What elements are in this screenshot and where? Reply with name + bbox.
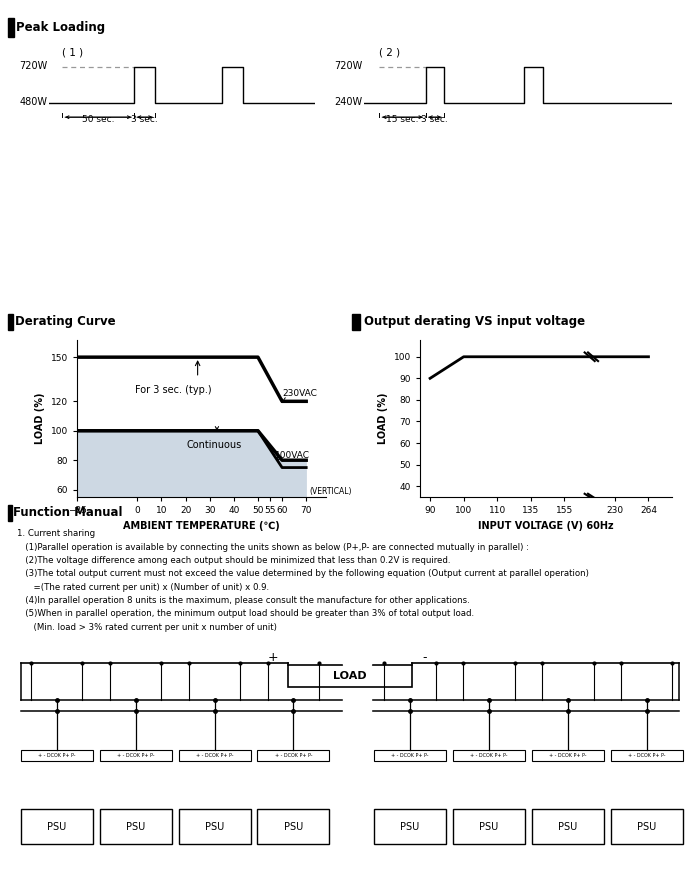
Y-axis label: LOAD (%): LOAD (%): [35, 393, 46, 444]
Text: PSU: PSU: [205, 822, 224, 832]
Text: PSU: PSU: [480, 822, 498, 832]
Bar: [178, 809, 251, 844]
Bar: [532, 809, 604, 844]
Text: + - DCOK P+ P-: + - DCOK P+ P-: [470, 753, 508, 759]
Text: Derating Curve: Derating Curve: [15, 316, 116, 328]
Bar: [453, 750, 525, 761]
Text: 480W: 480W: [20, 97, 48, 107]
Bar: [258, 750, 330, 761]
Text: -: -: [422, 651, 426, 664]
Text: (Min. load > 3% rated current per unit x number of unit): (Min. load > 3% rated current per unit x…: [18, 622, 277, 632]
Text: =(The rated current per unit) x (Number of unit) x 0.9.: =(The rated current per unit) x (Number …: [18, 583, 270, 592]
Text: PSU: PSU: [284, 822, 303, 832]
Text: (1)Parallel operation is available by connecting the units shown as below (P+,P-: (1)Parallel operation is available by co…: [18, 542, 529, 551]
Bar: [8, 313, 13, 331]
Text: LOAD: LOAD: [333, 671, 367, 681]
Text: 15 sec.: 15 sec.: [386, 116, 419, 124]
Text: (3)The total output current must not exceed the value determined by the followin: (3)The total output current must not exc…: [18, 570, 589, 578]
Bar: [288, 665, 412, 687]
Text: (5)When in parallel operation, the minimum output load should be greater than 3%: (5)When in parallel operation, the minim…: [18, 609, 475, 619]
Bar: [610, 809, 682, 844]
Text: PSU: PSU: [400, 822, 420, 832]
Bar: [178, 750, 251, 761]
Text: 230VAC: 230VAC: [282, 389, 317, 398]
Text: (VERTICAL): (VERTICAL): [310, 487, 352, 495]
Bar: [343, 698, 370, 713]
Bar: [99, 809, 172, 844]
Text: ( 2 ): ( 2 ): [379, 48, 400, 58]
Bar: [258, 809, 330, 844]
Bar: [352, 313, 361, 331]
X-axis label: INPUT VOLTAGE (V) 60Hz: INPUT VOLTAGE (V) 60Hz: [478, 521, 614, 530]
Text: (2)The voltage difference among each output should be minimized that less than 0: (2)The voltage difference among each out…: [18, 556, 451, 565]
Text: + - DCOK P+ P-: + - DCOK P+ P-: [391, 753, 429, 759]
X-axis label: AMBIENT TEMPERATURE (℃): AMBIENT TEMPERATURE (℃): [123, 521, 279, 530]
Bar: [8, 18, 13, 37]
Bar: [610, 750, 682, 761]
Bar: [374, 750, 446, 761]
Bar: [21, 809, 92, 844]
Y-axis label: LOAD (%): LOAD (%): [378, 393, 388, 444]
Text: (4)In parallel operation 8 units is the maximum, please consult the manufacture : (4)In parallel operation 8 units is the …: [18, 596, 470, 605]
Text: 1. Current sharing: 1. Current sharing: [18, 529, 95, 538]
Text: PSU: PSU: [637, 822, 657, 832]
Text: PSU: PSU: [558, 822, 577, 832]
Text: + - DCOK P+ P-: + - DCOK P+ P-: [628, 753, 666, 759]
Bar: [8, 505, 12, 521]
Text: + - DCOK P+ P-: + - DCOK P+ P-: [274, 753, 312, 759]
Text: For 3 sec. (typ.): For 3 sec. (typ.): [135, 384, 212, 395]
Text: +: +: [267, 651, 278, 664]
Bar: [99, 750, 172, 761]
Polygon shape: [77, 430, 306, 497]
Text: 50 sec.: 50 sec.: [82, 116, 115, 124]
Text: 240W: 240W: [335, 97, 363, 107]
Text: + - DCOK P+ P-: + - DCOK P+ P-: [196, 753, 233, 759]
Bar: [343, 658, 370, 665]
Text: + - DCOK P+ P-: + - DCOK P+ P-: [549, 753, 587, 759]
Text: Continuous: Continuous: [187, 440, 242, 451]
Text: ( 1 ): ( 1 ): [62, 48, 83, 58]
Text: 100VAC: 100VAC: [275, 452, 310, 460]
Bar: [532, 750, 604, 761]
Text: 3 sec.: 3 sec.: [421, 116, 448, 124]
Text: + - DCOK P+ P-: + - DCOK P+ P-: [117, 753, 155, 759]
Text: Function Manual: Function Manual: [13, 507, 123, 519]
Text: 720W: 720W: [334, 61, 363, 71]
Text: + - DCOK P+ P-: + - DCOK P+ P-: [38, 753, 76, 759]
Text: PSU: PSU: [126, 822, 146, 832]
Text: 720W: 720W: [20, 61, 48, 71]
Text: Output derating VS input voltage: Output derating VS input voltage: [364, 316, 585, 328]
Text: 3 sec.: 3 sec.: [132, 116, 158, 124]
Bar: [374, 809, 446, 844]
Bar: [21, 750, 92, 761]
Bar: [453, 809, 525, 844]
Text: Peak Loading: Peak Loading: [16, 21, 105, 34]
Text: PSU: PSU: [47, 822, 66, 832]
